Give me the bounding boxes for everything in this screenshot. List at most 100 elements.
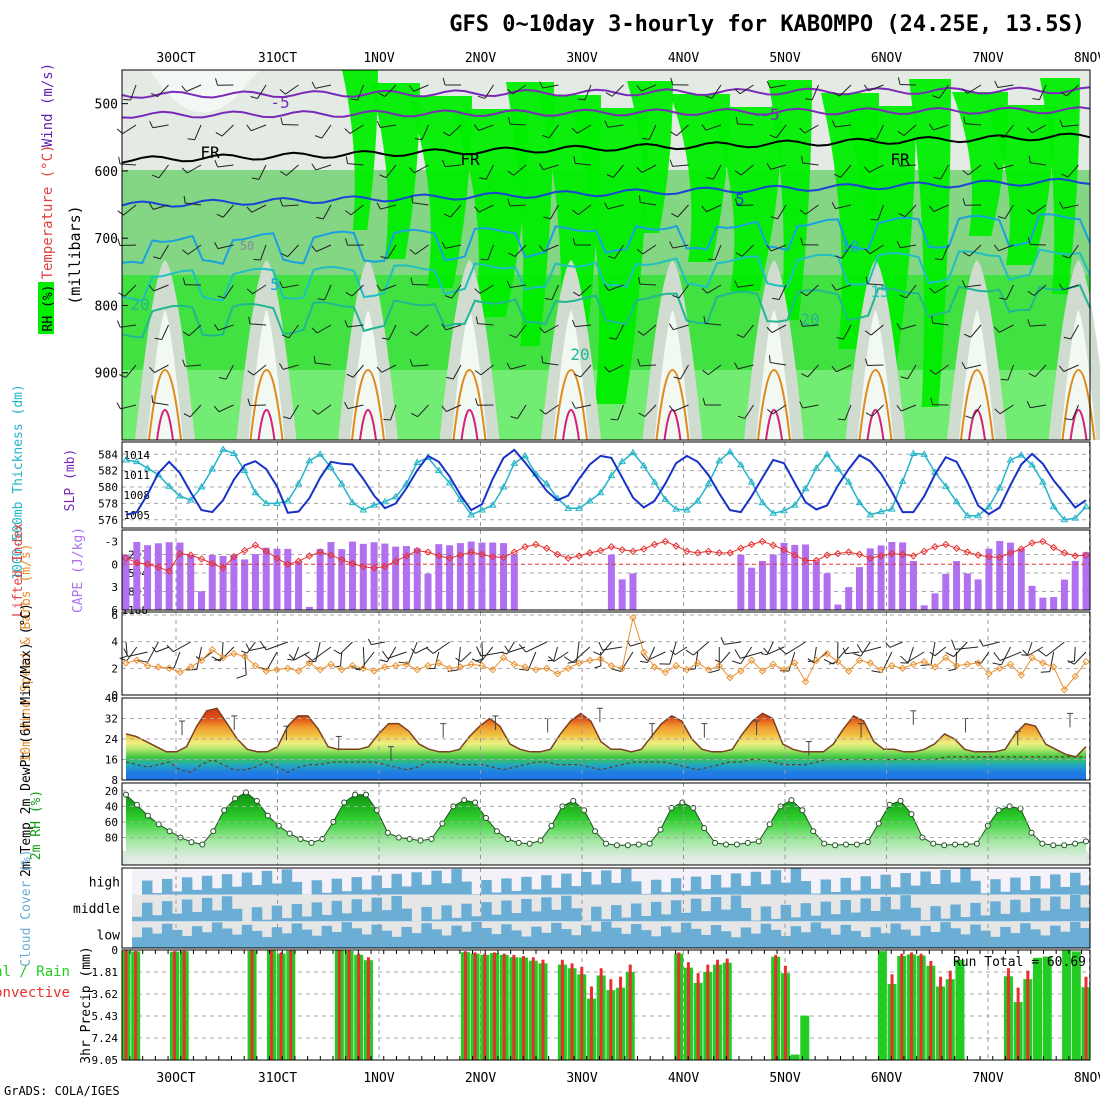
cloud-cover-bar: [272, 927, 282, 948]
thickness-tick-label: 580: [98, 481, 118, 494]
cape-bar: [511, 555, 518, 611]
wind-barb-staff: [482, 642, 483, 659]
date-label-top: 8NOV: [1074, 51, 1100, 66]
wind-10m-barb: [901, 652, 925, 662]
pressure-axis-label: (millibars): [66, 205, 84, 304]
cloud-cover-bar: [860, 876, 870, 894]
cloud-cover-bar: [811, 894, 821, 895]
precip-convective-bar: [687, 962, 690, 1060]
cloud-cover-bar: [581, 872, 591, 895]
cloud-cover-bar: [1020, 923, 1030, 948]
wind-barb-flag: [287, 659, 293, 660]
rh-marker: [898, 798, 903, 803]
cloud-cover-bar: [152, 893, 162, 895]
rh-marker: [996, 808, 1001, 813]
cloud-cover-bar: [641, 894, 651, 895]
precip-convective-bar: [900, 954, 903, 1060]
cape-bar: [187, 555, 194, 610]
rh-marker: [145, 813, 150, 818]
cloud-cover-bar: [651, 880, 661, 895]
rh-marker: [822, 841, 827, 846]
cloud-cover-bar: [701, 935, 711, 948]
cloud-cover-bar: [851, 931, 861, 948]
cape-bar: [1029, 586, 1036, 610]
cape-bar: [1050, 597, 1057, 610]
wind-10m-barb: [246, 644, 266, 651]
isotherm-label: -5: [270, 93, 289, 112]
wind-barb-flag: [732, 661, 741, 664]
precip-convective-bar: [571, 963, 574, 1060]
cloud-cover-bar: [681, 891, 691, 895]
cloud-cover-bar: [541, 875, 551, 894]
wind-barb-flag: [715, 660, 721, 663]
rh-marker: [1029, 830, 1034, 835]
wind-10m-barb: [930, 647, 946, 656]
precip-convective-bar: [1007, 968, 1010, 1060]
cloud-cover-bar: [641, 930, 651, 948]
cape-bar: [1061, 580, 1068, 610]
precip-convective-bar: [600, 968, 603, 1060]
wind-barb-flag: [117, 321, 120, 328]
cloud-cover-bar: [342, 913, 352, 921]
rh-marker: [724, 842, 729, 847]
wind-barb-staff: [724, 642, 741, 644]
wind-10m-barb: [980, 639, 1000, 646]
cloud-cover-bar: [262, 920, 272, 922]
wind-barb-staff: [267, 652, 277, 669]
cloud-cover-bar: [781, 905, 791, 922]
cloud-cover-bar: [1030, 876, 1040, 895]
cape-bar: [964, 573, 971, 610]
cape-bar: [910, 561, 917, 610]
cloud-cover-bar: [192, 890, 202, 895]
wind-barb-staff: [955, 647, 978, 649]
cloud-cover-bar: [1000, 892, 1010, 895]
precip-convective-bar: [289, 950, 292, 1060]
cloud-cover-bar: [851, 890, 861, 894]
cloud-row-label: high: [89, 875, 120, 890]
wind-barb-flag: [472, 659, 480, 663]
wind-barb-flag: [123, 99, 130, 100]
wind-barb-flag: [236, 675, 246, 678]
cloud-cover-bar: [980, 915, 990, 921]
cape-bar: [166, 542, 173, 610]
precip-total-legend: Total / Rain: [0, 964, 70, 980]
wind-barb-flag: [599, 642, 603, 650]
rh-marker: [942, 843, 947, 848]
wind-barb-staff: [360, 652, 374, 670]
cloud-row-label: low: [97, 929, 121, 944]
cloud-cover-bar: [930, 932, 940, 948]
precip-convective-bar: [677, 952, 680, 1060]
slp-tick-label: 1011: [124, 469, 151, 482]
cloud-cover-bar: [1080, 885, 1090, 894]
cloud-cover-bar: [870, 889, 880, 895]
date-label-top: 6NOV: [871, 51, 902, 66]
rh-marker: [222, 808, 227, 813]
precip-convective-bar: [929, 961, 932, 1060]
date-label-bottom: 4NOV: [668, 1071, 699, 1086]
precip-convective-bar: [949, 971, 952, 1060]
cloud-cover-bar: [391, 937, 401, 948]
rh-marker: [364, 792, 369, 797]
rh-marker: [527, 841, 532, 846]
cape-bar: [414, 548, 421, 610]
precip-convective-bar: [512, 955, 515, 1060]
cloud-cover-bar: [1080, 928, 1090, 948]
rh-legend-label: RH (%): [41, 285, 56, 332]
cloud-cover-bar: [970, 925, 980, 948]
wind-barb-staff: [433, 642, 449, 653]
cloud-cover-bar: [202, 876, 212, 895]
thickness-marker: [1083, 504, 1089, 509]
cloud-cover-bar: [212, 910, 222, 921]
precip-convective-bar: [1017, 988, 1020, 1060]
cloud-cover-bar: [940, 919, 950, 922]
cloud-cover-bar: [142, 881, 152, 895]
cloud-cover-bar: [421, 923, 431, 948]
date-label-top: 4NOV: [668, 51, 699, 66]
cloud-cover-bar: [970, 903, 980, 921]
cloud-cover-bar: [801, 932, 811, 948]
precip-convective-bar: [580, 967, 583, 1060]
cloud-cover-bar: [601, 870, 611, 894]
wind-barb-flag: [994, 652, 1000, 660]
rh-marker: [516, 840, 521, 845]
rh-marker: [745, 840, 750, 845]
